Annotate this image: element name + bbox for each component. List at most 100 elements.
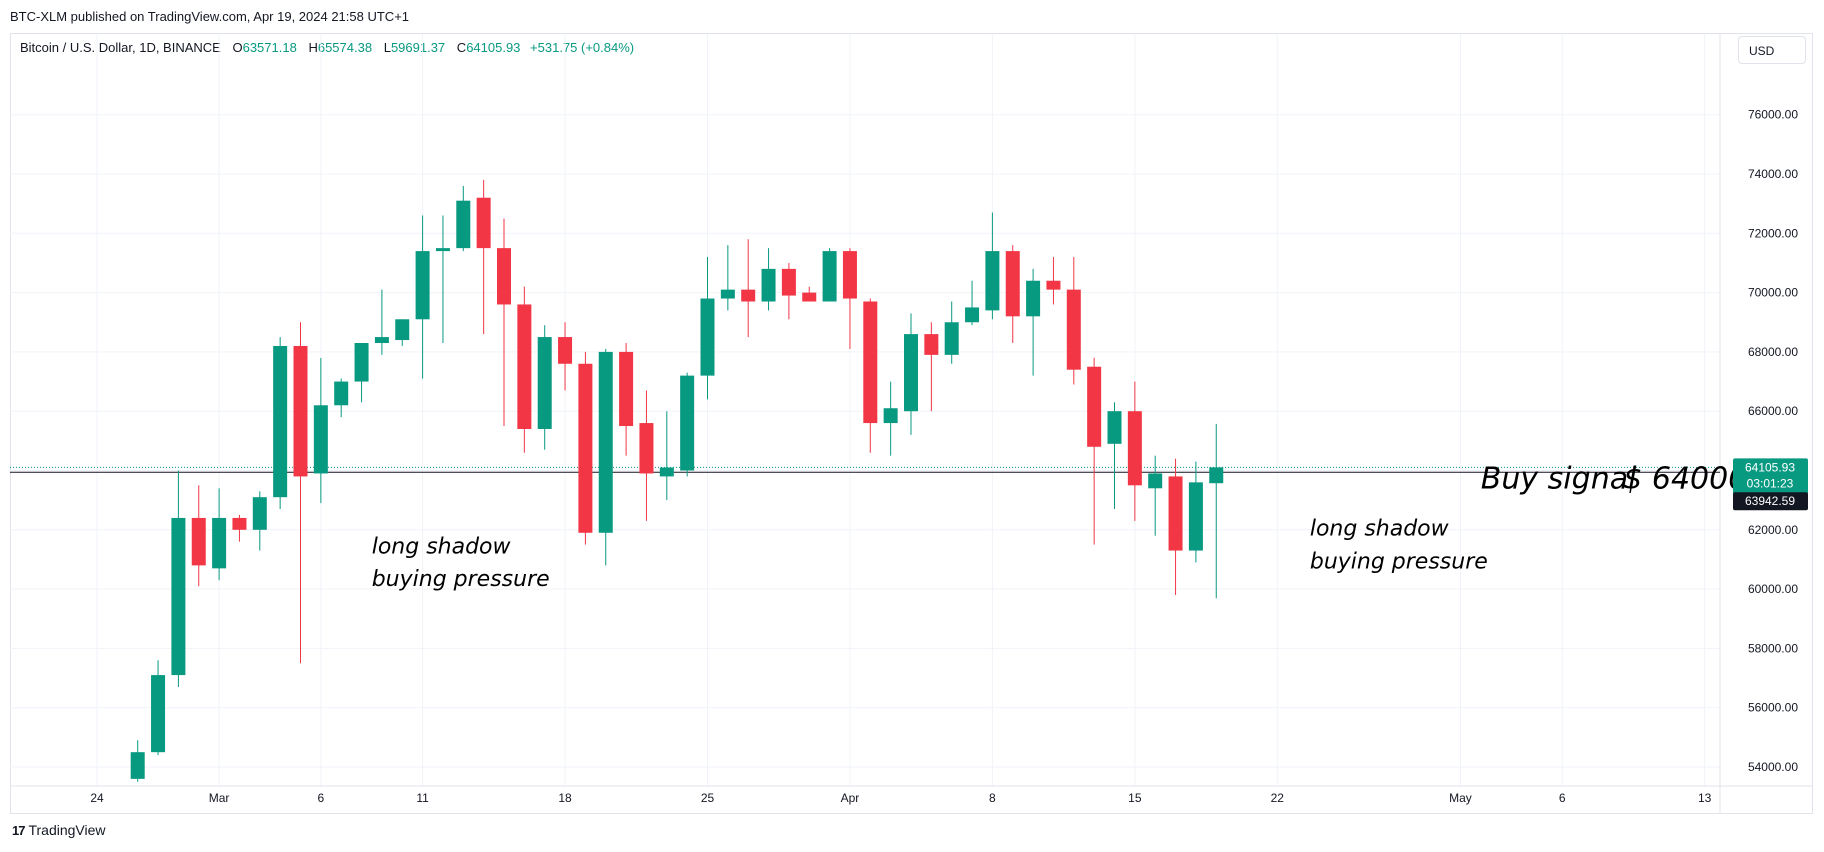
candle-body[interactable] [1107,411,1122,444]
candle-body[interactable] [354,343,369,382]
annotation-text[interactable]: buying pressure [1310,549,1488,574]
candle-body[interactable] [985,251,1000,311]
annotation-text[interactable]: long shadow [372,535,512,560]
x-tick-label: 6 [318,791,325,805]
legend-open-label: O [232,40,243,55]
candle-body[interactable] [904,334,918,412]
currency-button[interactable]: USD [1738,36,1806,64]
candle-body[interactable] [293,345,308,477]
x-tick-label: 18 [558,791,572,805]
candle-body[interactable] [558,337,573,364]
candle-body[interactable] [802,292,817,302]
candle-body[interactable] [1087,366,1102,447]
annotation-text[interactable]: long shadow [1310,517,1450,542]
candle-body[interactable] [700,298,715,376]
candle-body[interactable] [435,248,450,252]
candle-body[interactable] [1188,482,1203,551]
candle-body[interactable] [822,251,837,302]
candle-body[interactable] [741,289,756,302]
candle-body[interactable] [517,304,532,429]
candle-body[interactable] [924,334,939,355]
candle-body[interactable] [1066,289,1081,370]
candle-body[interactable] [191,517,206,566]
candle-body[interactable] [537,337,552,429]
legend-open-value: 63571.18 [242,40,297,55]
candle-body[interactable] [1127,411,1142,486]
candle-body[interactable] [1148,473,1163,489]
candle-body[interactable] [639,423,654,474]
candle-body[interactable] [212,517,227,569]
symbol-legend: Bitcoin / U.S. Dollar, 1D, BINANCE O6357… [20,40,634,55]
candle-body[interactable] [863,301,878,424]
y-tick-label: 76000.00 [1748,108,1798,122]
candle-body[interactable] [1168,476,1183,551]
candle-body[interactable] [944,322,959,355]
legend-change: +531.75 (+0.84%) [530,40,635,55]
candle-body[interactable] [334,381,349,406]
tradingview-watermark[interactable]: 17 TradingView [12,822,106,838]
y-tick-label: 68000.00 [1748,345,1798,359]
chart-frame [10,33,1813,814]
publish-header: BTC-XLM published on TradingView.com, Ap… [10,9,410,24]
y-tick-label: 66000.00 [1748,404,1798,418]
x-tick-label: 22 [1271,791,1285,805]
candle-body[interactable] [578,363,593,533]
watermark-text: TradingView [28,822,106,838]
y-tick-label: 56000.00 [1748,701,1798,715]
x-tick-label: Mar [209,791,230,805]
annotation-buy-signal[interactable]: Buy signal [1481,461,1637,496]
y-tick-label: 54000.00 [1748,760,1798,774]
candle-body[interactable] [252,497,267,530]
x-tick-label: 13 [1698,791,1712,805]
candle-body[interactable] [171,517,186,676]
legend-low-label: L [383,40,391,55]
candle-body[interactable] [151,675,166,753]
last-price-label: 64105.93 [1745,460,1795,474]
candle-body[interactable] [619,351,634,427]
candle-body[interactable] [965,307,980,323]
candle-body[interactable] [476,197,491,249]
legend-close-value: 64105.93 [466,40,521,55]
x-tick-label: May [1449,791,1472,805]
candle-body[interactable] [1209,467,1224,484]
candle-body[interactable] [232,517,247,530]
x-tick-label: 8 [989,791,996,805]
annotation-text[interactable]: buying pressure [372,567,550,592]
y-tick-label: 62000.00 [1748,523,1798,537]
x-tick-label: 11 [416,791,429,805]
y-tick-label: 74000.00 [1748,167,1798,181]
candle-body[interactable] [273,345,288,498]
candle-body[interactable] [659,467,674,477]
candle-body[interactable] [374,337,389,344]
candle-body[interactable] [1046,280,1061,290]
legend-low-value: 59691.37 [390,40,446,55]
y-tick-label: 72000.00 [1748,226,1798,240]
candle-body[interactable] [1005,251,1020,317]
candle-body[interactable] [497,248,511,305]
annotation-buy-signal[interactable]: $ 64000 [1623,461,1747,496]
candle-body[interactable] [781,268,796,296]
x-tick-label: Apr [841,791,860,805]
candle-body[interactable] [130,752,145,779]
legend-high-label: H [308,40,318,55]
candle-body[interactable] [598,351,613,533]
candle-body[interactable] [720,289,735,299]
candle-body[interactable] [883,408,898,424]
candle-body[interactable] [842,251,857,299]
candle-body[interactable] [761,268,776,302]
countdown-label: 03:01:23 [1747,476,1794,490]
candle-body[interactable] [1026,280,1041,317]
y-tick-label: 70000.00 [1748,286,1798,300]
symbol-title[interactable]: Bitcoin / U.S. Dollar, 1D, BINANCE [20,40,221,55]
candle-body[interactable] [415,251,430,320]
signal-price-badge [1733,492,1808,511]
candle-body[interactable] [680,375,695,471]
candle-body[interactable] [313,405,328,474]
candle-body[interactable] [456,200,471,249]
signal-price-label: 63942.59 [1745,494,1795,508]
y-tick-label: 60000.00 [1748,582,1798,596]
legend-high-value: 65574.38 [317,40,373,55]
x-tick-label: 24 [90,791,104,805]
candle-body[interactable] [395,319,410,341]
